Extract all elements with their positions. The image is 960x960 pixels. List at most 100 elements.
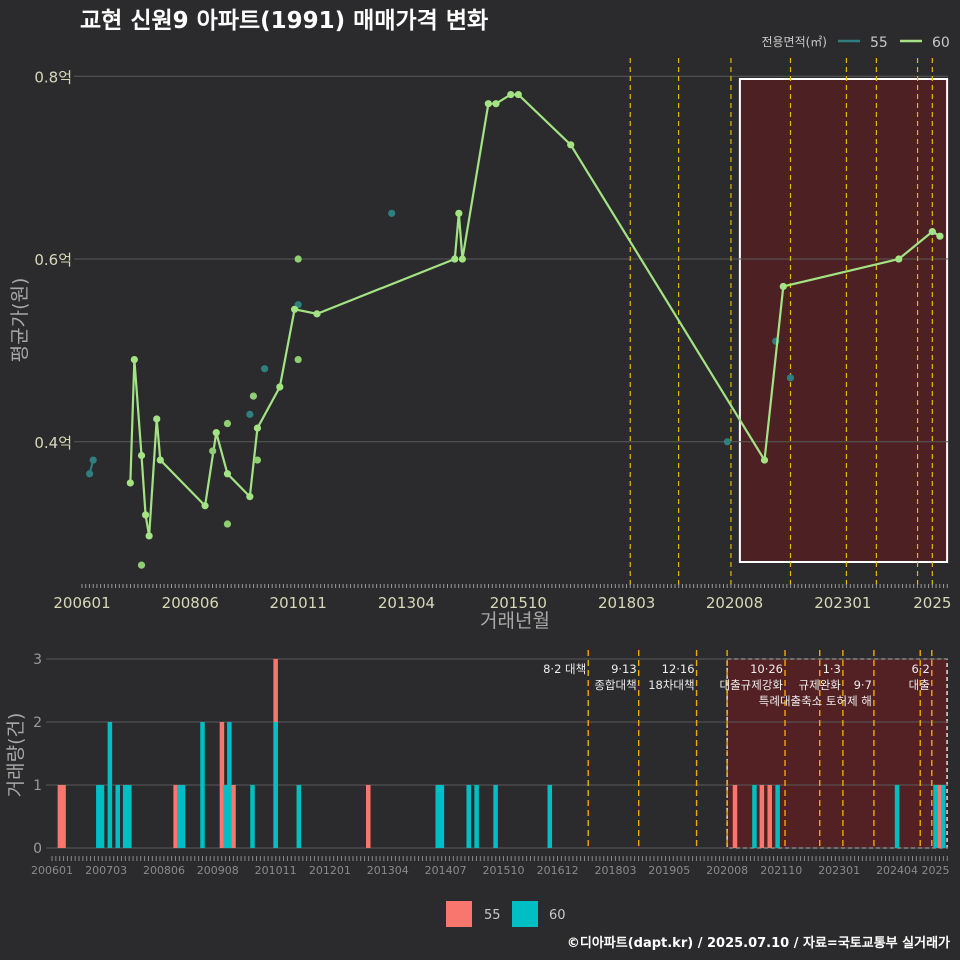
series-60-point [895,255,903,263]
bar-60 [439,785,445,848]
series-60-point [313,310,321,318]
series-60-point [492,100,500,108]
series-60-point [223,470,232,478]
series-55-point [723,438,731,446]
bar-60 [474,785,479,848]
x-tick-label: 2025 [913,594,951,612]
bar-60 [435,785,440,848]
series-60-point [209,447,217,455]
x-tick-label: 201011 [255,864,297,877]
x-tick-label: 201304 [378,594,435,612]
series-60-point [212,429,220,437]
bar-60 [752,785,757,848]
series-55-point [388,209,396,217]
series-60-point [294,255,302,263]
x-tick-label: 202404 [876,864,918,877]
policy-annotation: 규제완화 [799,678,842,692]
series-60-line [129,93,941,537]
highlight-period-box [738,78,949,563]
series-55-point [786,374,795,382]
series-60-point [936,232,944,240]
policy-annotation: 6·2 [911,662,929,676]
x-tick-label: 202110 [760,864,802,877]
x-tick-label: 200601 [53,594,110,612]
legend-label-60: 60 [932,35,950,51]
y-tick-label: 3 [33,652,42,668]
bar-60 [273,722,278,848]
bar-60 [180,785,186,848]
legend-swatch-60 [512,901,538,927]
x-tick-label: 201612 [537,864,579,877]
bar-55 [57,785,63,848]
policy-annotation: 9·7 [854,678,872,692]
bar-60 [296,785,302,848]
bar-60 [200,722,205,848]
x-tick-label: 201407 [425,864,467,877]
bar-55 [937,785,942,848]
volume-chart: 0 1 2 3 8·2 대책 9·13 종합대책 12·16 18차대책 10·26 대출규제강화 1… [5,650,949,877]
top-legend: 전용면적(㎡) 55 60 [761,35,949,51]
x-tick-label: 200806 [143,864,185,877]
series-60-point [507,90,515,99]
bar-60 [493,785,498,848]
bar-60 [107,722,113,848]
y-tick-label: 2 [33,715,42,731]
series-60-point [137,561,146,569]
series-60-point [567,141,575,149]
x-tick-label: 201304 [367,864,409,877]
bar-60 [122,785,128,848]
bar-60 [96,785,101,848]
bar-60 [227,722,232,848]
series-60-point [760,456,769,464]
x-tick-label: 201803 [598,594,655,612]
policy-annotation: 10·26 [750,662,783,676]
legend-swatch-55 [446,901,472,927]
series-60-point [290,305,299,313]
bar-55 [173,785,178,848]
x-tick-label: 202008 [706,594,763,612]
x-tick-label: 2025 [921,864,949,877]
bar-55 [219,722,225,848]
bar-60 [775,785,780,848]
policy-annotation: 18차대책 [648,678,694,692]
bar-60 [933,785,938,848]
series-60-point [276,383,284,391]
y-tick-label: 0.4억 [34,434,72,452]
series-60-point [249,392,258,400]
series-60-point [484,100,492,108]
series-60-point [126,479,134,487]
bar-55 [61,785,66,848]
series-60-point [294,355,302,364]
bar-60 [547,785,553,848]
legend-label-55: 55 [870,35,888,51]
bar-60 [115,785,121,848]
series-60-point [458,255,467,263]
x-tick-label: 200806 [162,594,219,612]
series-55-point [86,470,94,478]
series-60-point [156,456,164,464]
y-axis-title: 거래량(건) [5,713,27,798]
series-60-point [779,282,787,291]
legend-title: 전용면적(㎡) [761,35,827,49]
series-60-point [253,456,262,464]
bar-60 [466,785,471,848]
x-tick-label: 200601 [31,864,73,877]
series-60-point [246,493,254,501]
legend-label-55-bottom: 55 [484,908,501,923]
x-tick-label: 202301 [814,594,871,612]
bar-55 [732,785,738,848]
x-tick-label: 202301 [818,864,860,877]
y-tick-label: 0.6억 [34,251,72,269]
series-60-point [145,532,153,540]
series-60-point [141,511,150,519]
chart-title: 교현 신원9 아파트(1991) 매매가격 변화 [80,8,488,34]
bottom-legend: 55 60 [446,901,566,927]
bar-60 [223,785,228,848]
source-footer: ©디아파트(dapt.kr) / 2025.07.10 / 자료=국토교통부 실… [567,935,950,951]
x-tick-label: 201510 [482,864,524,877]
series-60-point [223,520,232,528]
y-tick-label: 1 [33,778,42,794]
policy-annotation: 특례대출축소 토허제 해 [759,694,872,708]
bar-60 [99,785,105,848]
